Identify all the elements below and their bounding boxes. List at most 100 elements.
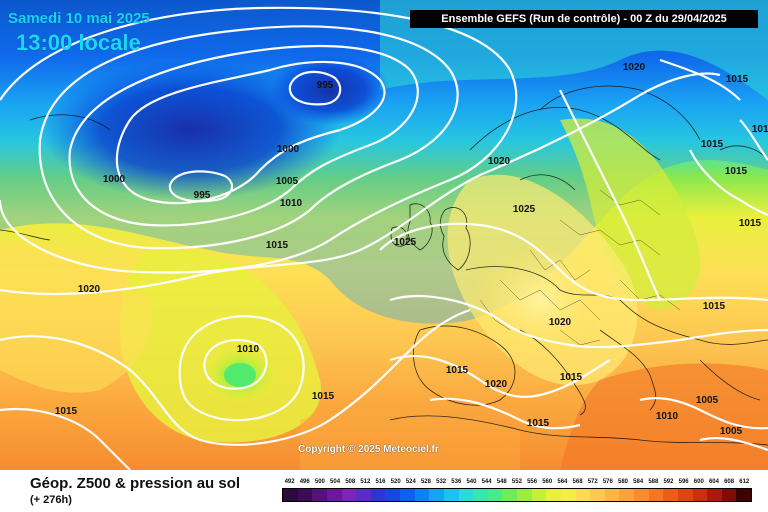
color-scale-label: 580 (618, 479, 629, 485)
color-scale-label: 604 (708, 479, 719, 485)
color-scale-swatches (282, 488, 752, 502)
color-scale: 492 496 500 504 508 512 516 520 524 528 532 536 540 5… (282, 478, 752, 508)
color-scale-swatch (487, 489, 503, 501)
product-title: Géop. Z500 & pression au sol (30, 475, 241, 492)
valid-date: Samedi 10 mai 2025 (8, 10, 150, 27)
color-scale-label: 540 (466, 479, 477, 485)
color-scale-swatch (692, 489, 708, 501)
isobar-label: 1015 (527, 418, 550, 429)
isobar-label: 1000 (277, 144, 300, 155)
color-scale-label: 536 (451, 479, 462, 485)
isobar-label: 1020 (485, 379, 508, 390)
isobar-label: 1015 (560, 372, 583, 383)
color-scale-swatch (443, 489, 459, 501)
color-scale-swatch (546, 489, 561, 501)
color-scale-swatch (575, 489, 591, 501)
color-scale-swatch (429, 489, 444, 501)
isobar-label: 1015 (701, 139, 724, 150)
isobar-label: 1025 (513, 204, 536, 215)
color-scale-label: 532 (436, 479, 447, 485)
color-scale-label: 520 (390, 479, 401, 485)
isobar-label: 1020 (549, 317, 572, 328)
color-scale-swatch (297, 489, 313, 501)
isobar-label: 995 (194, 190, 211, 201)
color-scale-label: 544 (481, 479, 492, 485)
copyright-notice: Copyright © 2025 Meteociel.fr (298, 444, 439, 455)
color-scale-swatch (736, 489, 751, 501)
color-scale-label: 564 (557, 479, 568, 485)
color-scale-label: 596 (678, 479, 689, 485)
color-scale-swatch (721, 489, 737, 501)
isobar-label: 1015 (55, 406, 78, 417)
color-scale-swatch (663, 489, 678, 501)
color-scale-label: 528 (420, 479, 431, 485)
isobar-label: 1020 (488, 156, 511, 167)
color-scale-label: 600 (693, 479, 704, 485)
isobar-label: 1010 (237, 344, 260, 355)
isobar-label: 1015 (703, 301, 726, 312)
isobar-label: 1015 (739, 218, 762, 229)
color-scale-swatch (356, 489, 371, 501)
isobar-label: 1015 (726, 74, 749, 85)
color-scale-label: 588 (648, 479, 659, 485)
color-scale-swatch (414, 489, 430, 501)
isobar-label: 1005 (720, 426, 743, 437)
isobar-label: 1010 (656, 411, 679, 422)
color-scale-label: 572 (587, 479, 598, 485)
color-scale-label: 592 (663, 479, 674, 485)
color-scale-swatch (604, 489, 620, 501)
color-scale-swatch (634, 489, 649, 501)
isobar-label: 1015 (312, 391, 335, 402)
isobar-label: 1020 (623, 62, 646, 73)
color-scale-swatch (341, 489, 357, 501)
run-info-banner: Ensemble GEFS (Run de contrôle) - 00 Z d… (410, 10, 758, 28)
color-scale-swatch (312, 489, 327, 501)
color-scale-swatch (517, 489, 532, 501)
isobar-label: 1015 (446, 365, 469, 376)
color-scale-label: 492 (284, 479, 295, 485)
color-scale-label: 500 (314, 479, 325, 485)
color-scale-label: 612 (739, 479, 750, 485)
isobar-label: 1010 (280, 198, 303, 209)
color-scale-swatch (531, 489, 547, 501)
color-scale-label: 584 (633, 479, 644, 485)
local-time: 13:00 locale (16, 30, 141, 55)
color-scale-label: 560 (542, 479, 553, 485)
color-scale-label: 504 (330, 479, 341, 485)
color-scale-label: 496 (299, 479, 310, 485)
color-scale-swatch (677, 489, 693, 501)
color-scale-swatch (326, 489, 342, 501)
color-scale-label: 556 (527, 479, 538, 485)
color-scale-label: 548 (496, 479, 507, 485)
color-scale-label: 516 (375, 479, 386, 485)
color-scale-label: 608 (724, 479, 735, 485)
color-scale-label: 552 (511, 479, 522, 485)
isobar-label: 1020 (78, 284, 101, 295)
color-scale-swatch (473, 489, 488, 501)
color-scale-swatch (560, 489, 576, 501)
color-scale-swatch (400, 489, 415, 501)
isobar-label: 1015 (752, 124, 768, 135)
color-scale-swatch (707, 489, 722, 501)
color-scale-swatch (385, 489, 400, 501)
isobar-label: 1005 (696, 395, 719, 406)
color-scale-swatch (619, 489, 634, 501)
weather-map: 995 995 1000 1000 1005 1010 1015 1015 10… (0, 0, 768, 470)
isobar-label: 1000 (103, 174, 126, 185)
color-scale-label: 512 (360, 479, 371, 485)
isobar-label: 1015 (266, 240, 289, 251)
color-scale-swatch (370, 489, 386, 501)
run-info-text: Ensemble GEFS (Run de contrôle) - 00 Z d… (441, 13, 727, 25)
color-scale-label: 524 (405, 479, 416, 485)
color-scale-swatch (283, 489, 298, 501)
forecast-horizon: (+ 276h) (30, 494, 72, 506)
color-scale-swatch (458, 489, 474, 501)
color-scale-swatch (590, 489, 605, 501)
isobar-label: 1005 (276, 176, 299, 187)
isobar-label: 1025 (394, 237, 417, 248)
isobar-label: 995 (317, 80, 334, 91)
color-scale-label: 568 (572, 479, 583, 485)
color-scale-labels: 492 496 500 504 508 512 516 520 524 528 532 536 540 5… (282, 478, 752, 488)
color-scale-label: 508 (345, 479, 356, 485)
color-scale-swatch (648, 489, 664, 501)
